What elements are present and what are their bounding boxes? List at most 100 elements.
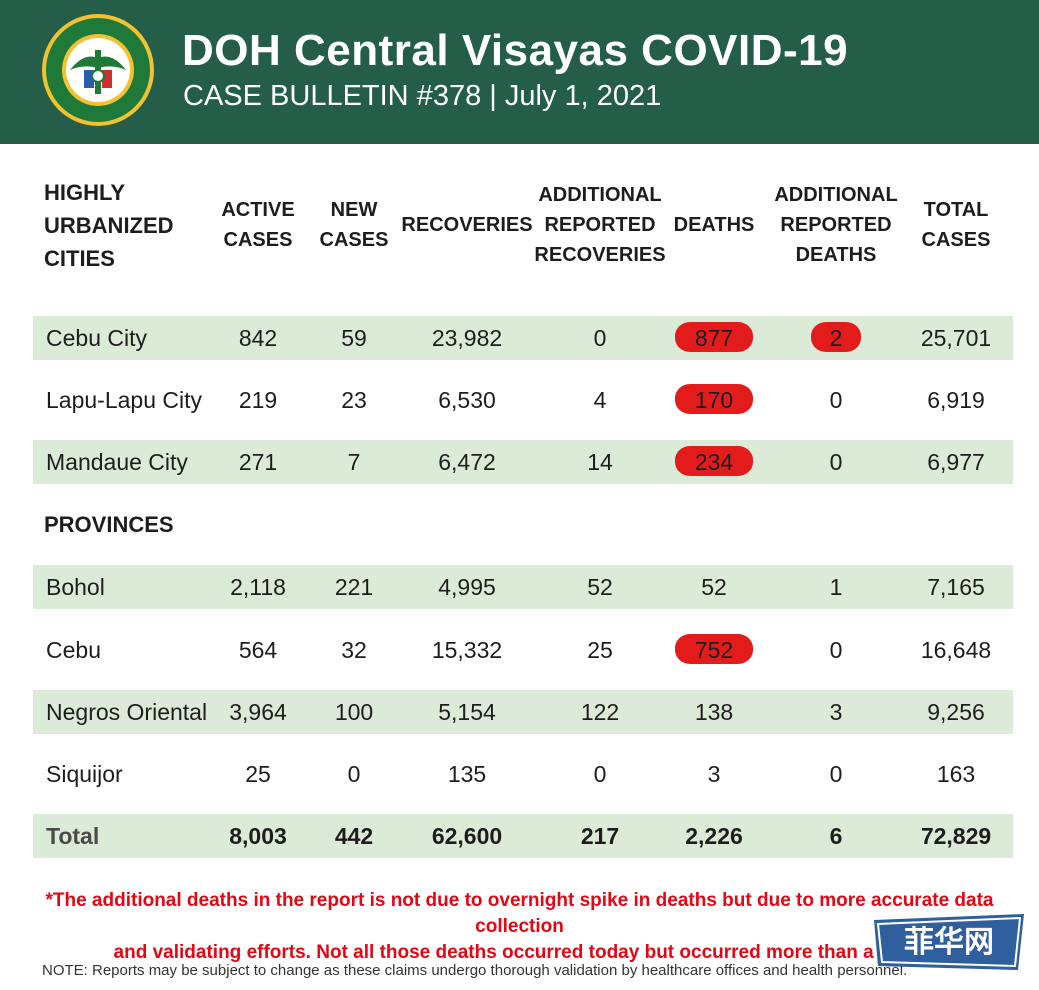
table-cell: 877 (694, 325, 734, 351)
table-cell: 7 (347, 449, 361, 475)
table-cell: 32 (341, 637, 367, 663)
row-name: Negros Oriental (46, 699, 208, 725)
table-cell: 15,332 (431, 637, 503, 663)
table-cell: 135 (447, 761, 487, 787)
watermark-logo: 菲华网 (874, 914, 1024, 970)
column-header-line: NEW (330, 199, 378, 221)
table-cell: 170 (694, 387, 734, 413)
table-cell: 23 (341, 387, 367, 413)
table-cell: 0 (829, 761, 843, 787)
column-header-line: DEATHS (673, 214, 755, 236)
section-heading-line: HIGHLY (44, 180, 126, 205)
table-row: Negros Oriental 3,964 100 5,154 122 138 3 9,256 (33, 690, 1013, 734)
table-cell: 6 (829, 823, 843, 849)
watermark-text: 菲华网 (904, 925, 994, 960)
section-heading-cities: HIGHLY URBANIZED CITIES (44, 176, 174, 275)
row-name: Siquijor (46, 761, 123, 787)
table-cell: 100 (334, 699, 374, 725)
red-highlight-mark (675, 446, 753, 476)
column-header-line: REPORTED (544, 214, 656, 236)
table-cell: 6,472 (438, 449, 496, 475)
footnote-line-1: *The additional deaths in the report is … (45, 890, 994, 937)
table-row: Bohol 2,118 221 4,995 52 52 1 7,165 (33, 565, 1013, 609)
column-header: TOTAL CASES (922, 195, 991, 255)
table-cell: 8,003 (229, 823, 287, 849)
table-row: Siquijor 25 0 135 0 3 0 163 (33, 752, 1013, 796)
table-cell: 271 (238, 449, 278, 475)
table-row: Cebu City 842 59 23,982 0 877 2 25,701 (33, 316, 1013, 360)
table-row: Mandaue City 271 7 6,472 14 234 0 6,977 (33, 440, 1013, 484)
table-cell: 0 (829, 637, 843, 663)
table-cell: 122 (580, 699, 620, 725)
column-header-line: CASES (319, 229, 389, 251)
table-cell: 52 (587, 574, 613, 600)
table-cell: 752 (694, 637, 734, 663)
section-heading-line: URBANIZED (44, 213, 174, 238)
column-header: RECOVERIES (401, 210, 532, 240)
column-header: NEW CASES (320, 195, 389, 255)
table-cell: 3 (707, 761, 721, 787)
column-header-line: CASES (223, 229, 293, 251)
row-name: Lapu-Lapu City (46, 387, 202, 413)
table-cell: 442 (334, 823, 374, 849)
table-cell: 138 (694, 699, 734, 725)
column-header: DEATHS (674, 210, 755, 240)
table-cell: 217 (580, 823, 620, 849)
table-cell: 14 (587, 449, 613, 475)
column-header-line: CASES (921, 229, 991, 251)
table-cell: 0 (593, 325, 607, 351)
table-cell: 234 (694, 449, 734, 475)
table-cell: 0 (829, 449, 843, 475)
table-cell: 3,964 (229, 699, 287, 725)
table-cell: 0 (829, 387, 843, 413)
column-header-line: ACTIVE (221, 199, 295, 221)
table-cell: 0 (347, 761, 361, 787)
table-cell: 842 (238, 325, 278, 351)
column-header-line: ADDITIONAL (774, 184, 898, 206)
footnote: *The additional deaths in the report is … (0, 888, 1039, 966)
table-cell: 7,165 (927, 574, 985, 600)
table-cell: 25 (245, 761, 271, 787)
table-cell: 72,829 (920, 823, 992, 849)
column-header: ADDITIONAL REPORTED DEATHS (774, 180, 897, 270)
header-banner: DOH Central Visayas COVID-19 CASE BULLET… (0, 0, 1039, 144)
page-title: DOH Central Visayas COVID-19 (182, 26, 849, 75)
table-cell: 219 (238, 387, 278, 413)
column-header-line: REPORTED (780, 214, 892, 236)
table-cell: 564 (238, 637, 278, 663)
column-header-line: DEATHS (795, 244, 877, 266)
column-header-line: RECOVERIES (534, 244, 666, 266)
table-cell: 0 (593, 761, 607, 787)
table-cell: 52 (701, 574, 727, 600)
table-cell: 3 (829, 699, 843, 725)
section-heading-line: CITIES (44, 246, 115, 271)
total-row: Total 8,003 442 62,600 217 2,226 6 72,829 (33, 814, 1013, 858)
table-cell: 2,226 (685, 823, 743, 849)
table-cell: 1 (829, 574, 843, 600)
table-cell: 23,982 (431, 325, 503, 351)
column-header-line: RECOVERIES (401, 214, 533, 236)
red-highlight-mark (675, 384, 753, 414)
row-name: Bohol (46, 574, 105, 600)
red-highlight-mark (675, 322, 753, 352)
section-heading-provinces: PROVINCES (44, 512, 174, 537)
table-cell: 16,648 (920, 637, 992, 663)
table-cell: 25,701 (920, 325, 992, 351)
row-name: Total (46, 823, 100, 849)
table-cell: 2,118 (230, 574, 286, 600)
table-cell: 6,530 (438, 387, 496, 413)
table-cell: 5,154 (438, 699, 496, 725)
table-cell: 6,919 (927, 387, 985, 413)
column-header-line: TOTAL (923, 199, 989, 221)
table-cell: 9,256 (927, 699, 985, 725)
red-highlight-mark (675, 634, 753, 664)
table-cell: 4,995 (438, 574, 496, 600)
table-cell: 62,600 (431, 823, 503, 849)
column-header: ADDITIONAL REPORTED RECOVERIES (534, 180, 665, 270)
red-highlight-mark (811, 322, 861, 352)
table-row: Lapu-Lapu City 219 23 6,530 4 170 0 6,919 (33, 378, 1013, 422)
footnote-line-2: and validating efforts. Not all those de… (113, 942, 926, 963)
row-name: Cebu (46, 637, 101, 663)
table-cell: 59 (341, 325, 367, 351)
table-cell: 6,977 (927, 449, 985, 475)
